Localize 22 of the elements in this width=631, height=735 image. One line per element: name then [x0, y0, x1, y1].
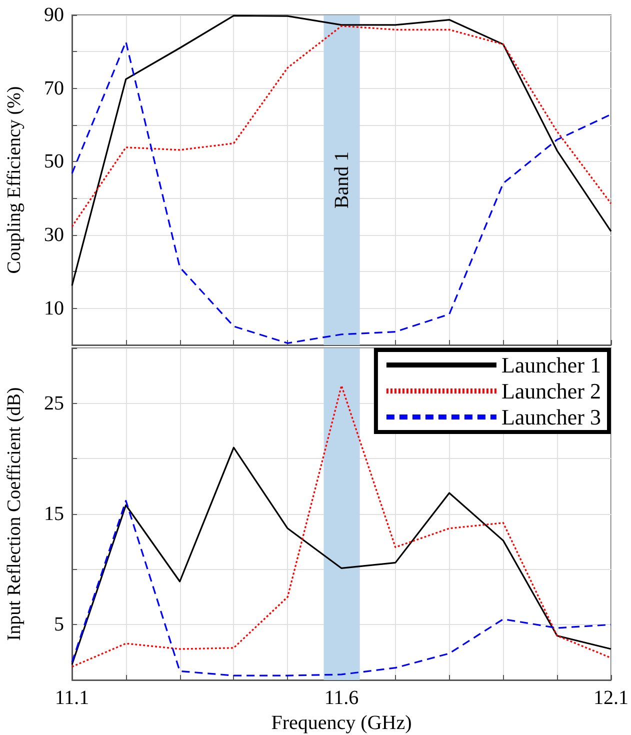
y-axis-title: Input Reflection Coefficient (dB)	[4, 387, 25, 641]
y-tick-label: 15	[44, 503, 64, 525]
y-tick-label: 25	[44, 392, 64, 414]
x-tick-label: 11.6	[324, 687, 359, 709]
legend-label: Launcher 2	[501, 378, 602, 404]
legend-label: Launcher 3	[501, 404, 602, 430]
line-series	[71, 384, 612, 668]
y-tick-label: 5	[54, 614, 64, 636]
x-tick-label: 12.1	[594, 687, 628, 709]
legend-label: Launcher 1	[501, 352, 602, 378]
line-series	[71, 446, 612, 666]
x-axis-title: Frequency (GHz)	[271, 712, 412, 734]
y-tick-label: 10	[44, 297, 64, 320]
y-tick-label: 50	[44, 150, 64, 173]
line-series	[71, 500, 612, 676]
line-series	[71, 25, 612, 228]
y-tick-label: 70	[44, 77, 64, 100]
band-label: Band 1	[330, 151, 353, 209]
x-tick-label: 11.1	[54, 687, 90, 709]
y-axis-title: Coupling Efficiency (%)	[4, 86, 25, 274]
y-tick-label: 30	[44, 224, 64, 246]
y-tick-label: 90	[44, 4, 64, 26]
